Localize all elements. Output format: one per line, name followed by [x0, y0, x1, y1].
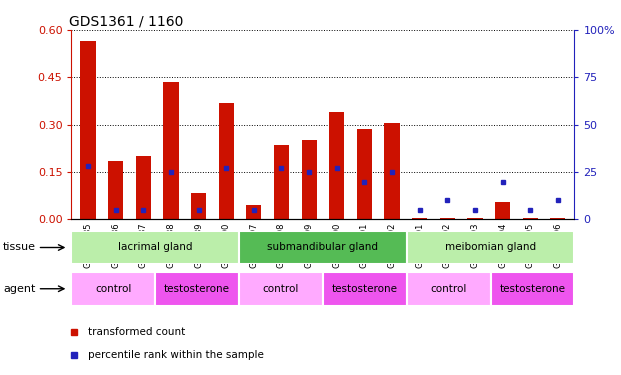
Bar: [80, 41, 96, 219]
Bar: [274, 145, 289, 219]
Bar: [412, 218, 427, 219]
Bar: [191, 192, 206, 219]
Bar: [71, 272, 155, 306]
Bar: [71, 231, 239, 264]
Bar: [239, 231, 407, 264]
Bar: [440, 218, 455, 219]
Bar: [495, 202, 510, 219]
Bar: [550, 218, 566, 219]
Bar: [163, 82, 178, 219]
Bar: [329, 112, 344, 219]
Bar: [108, 161, 123, 219]
Bar: [523, 218, 538, 219]
Text: testosterone: testosterone: [164, 284, 230, 294]
Text: GDS1361 / 1160: GDS1361 / 1160: [69, 15, 183, 29]
Bar: [246, 205, 261, 219]
Text: tissue: tissue: [3, 243, 36, 252]
Bar: [384, 123, 400, 219]
Bar: [323, 272, 407, 306]
Bar: [407, 272, 491, 306]
Bar: [357, 129, 372, 219]
Text: testosterone: testosterone: [499, 284, 566, 294]
Bar: [155, 272, 239, 306]
Text: control: control: [430, 284, 467, 294]
Text: testosterone: testosterone: [332, 284, 398, 294]
Text: percentile rank within the sample: percentile rank within the sample: [88, 350, 264, 360]
Bar: [219, 103, 233, 219]
Text: control: control: [263, 284, 299, 294]
Text: control: control: [95, 284, 132, 294]
Bar: [468, 218, 483, 219]
Text: meibomian gland: meibomian gland: [445, 243, 536, 252]
Bar: [239, 272, 323, 306]
Text: agent: agent: [3, 284, 35, 294]
Bar: [302, 141, 317, 219]
Text: submandibular gland: submandibular gland: [268, 243, 378, 252]
Text: transformed count: transformed count: [88, 327, 185, 338]
Bar: [491, 272, 574, 306]
Text: lacrimal gland: lacrimal gland: [118, 243, 193, 252]
Bar: [135, 156, 151, 219]
Bar: [407, 231, 574, 264]
